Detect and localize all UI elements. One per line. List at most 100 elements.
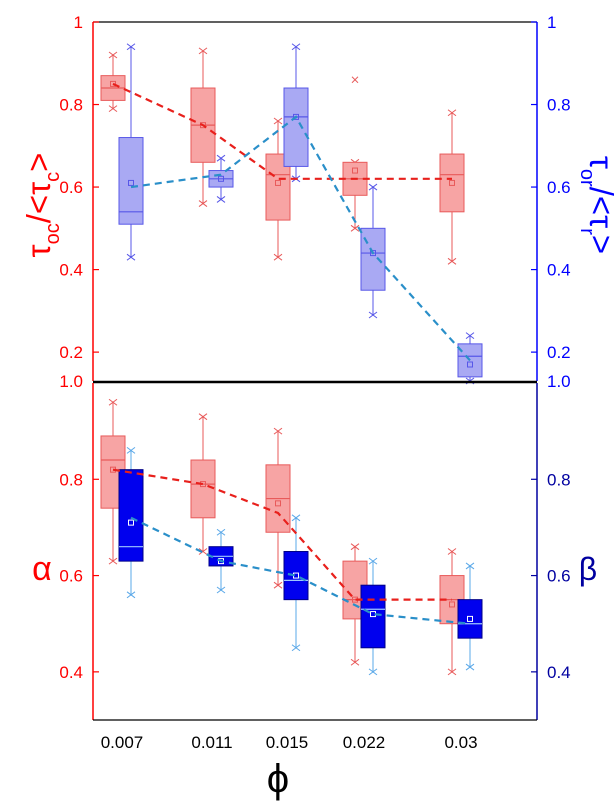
box-body [118, 469, 144, 562]
top-left-axis-ticks: 0.2 0.4 0.6 0.8 1 1.0 [59, 13, 99, 391]
whisker-cap [198, 413, 208, 421]
right-trend-line [130, 516, 471, 625]
whisker-cap [350, 658, 360, 666]
mean-marker [128, 179, 134, 186]
whisker-cap [447, 257, 457, 265]
top-panel: 0.2 0.4 0.6 0.8 1 1.0 0.2 0.4 0.6 0.8 1 1.0 τoc/<τ… [20, 13, 615, 391]
box-body [439, 153, 465, 213]
whisker-cap [126, 591, 136, 599]
mean-marker [293, 113, 299, 120]
whisker-cap [447, 668, 457, 676]
right-trend-line [130, 115, 471, 362]
mean-marker [275, 500, 281, 507]
left-box-4 [439, 109, 465, 265]
bottom-right-axis-ticks: 0.4 0.6 0.8 [531, 470, 571, 682]
right-box-2 [283, 43, 309, 183]
bottom-left-axis-label: α [32, 550, 52, 588]
whisker-cap [291, 43, 301, 51]
top-trend-lines [112, 82, 471, 362]
y_left-tick-label: 1 [74, 13, 83, 32]
x-tick-label: 0.015 [266, 733, 309, 752]
whisker-cap [465, 332, 475, 340]
box-body [190, 459, 216, 519]
whisker-cap [216, 528, 226, 536]
right-box-0 [118, 43, 144, 261]
whisker-cap [350, 543, 360, 551]
whisker-cap [368, 668, 378, 676]
box-body [457, 599, 483, 639]
whisker-cap [216, 586, 226, 594]
y_right-tick-label: 0.8 [547, 470, 571, 489]
box-body [283, 551, 309, 601]
y_right-tick-label: 0.8 [547, 96, 571, 115]
bottom-box-series [100, 398, 483, 676]
bottom-right-axis-label: β [579, 551, 597, 587]
y_left-tick-label: 0.4 [59, 261, 83, 280]
y_left-tick-label: 0.8 [59, 96, 83, 115]
y_right-tick-label: 0.4 [547, 663, 571, 682]
whisker-cap [216, 196, 226, 203]
y_right-bottom-tick-label: 1.0 [547, 372, 571, 391]
box-body [283, 87, 309, 167]
whisker-cap [126, 446, 136, 454]
right-box-1 [208, 528, 234, 594]
mean-marker [467, 361, 473, 368]
whisker-cap [273, 117, 283, 125]
right-box-3 [360, 183, 386, 319]
bottom-left-axis-ticks: 0.4 0.6 0.8 [59, 470, 99, 682]
x-tick-label: 0.007 [101, 733, 144, 752]
mean-marker [370, 250, 376, 257]
left-box-0 [100, 51, 126, 113]
top-left-axis-label: τoc/<τc> [20, 153, 64, 258]
whisker-cap [273, 427, 283, 435]
whisker-cap [368, 183, 378, 191]
x-axis-label: ϕ [267, 757, 289, 801]
whisker-cap [273, 253, 283, 261]
y_left-tick-label: 0.4 [59, 663, 83, 682]
whisker-cap [291, 514, 301, 522]
left-trend-line [112, 82, 452, 180]
mean-marker [449, 601, 455, 608]
mean-marker [352, 167, 358, 174]
whisker-cap [108, 398, 118, 406]
right-box-3 [360, 557, 386, 676]
whisker-cap [368, 557, 378, 565]
x-tick-label: 0.03 [444, 733, 477, 752]
whisker-cap [465, 663, 475, 671]
whisker-cap [447, 548, 457, 555]
y_right-tick-label: 0.6 [547, 178, 571, 197]
whisker-cap [108, 51, 118, 59]
y_right-tick-label: 0.4 [547, 261, 571, 280]
y_right-tick-label: 0.2 [547, 343, 571, 362]
right-box-4 [457, 332, 483, 385]
whisker-cap [126, 43, 136, 51]
whisker-cap [198, 47, 208, 55]
bottom-panel: 0.4 0.6 0.8 0.4 0.6 0.8 0.007 0.011 0.015 0.022… [32, 383, 597, 801]
x-tick-label: 0.011 [191, 733, 232, 752]
right-box-4 [457, 562, 483, 671]
y_left-tick-label: 0.6 [59, 567, 83, 586]
whisker-cap [350, 224, 360, 232]
top-box-series [100, 43, 483, 385]
y_left-tick-label: 0.6 [59, 178, 83, 197]
right-box-2 [283, 514, 309, 652]
y_left-tick-label: 0.8 [59, 470, 83, 489]
mean-marker [128, 519, 134, 526]
whisker-cap [108, 105, 118, 113]
whisker-cap [447, 109, 457, 117]
outlier-marker [351, 76, 359, 84]
y_right-tick-label: 0.6 [547, 567, 571, 586]
y_left-tick-label: 0.2 [59, 343, 83, 362]
whisker-cap [465, 562, 475, 570]
left-box-1 [190, 413, 216, 555]
whisker-cap [126, 253, 136, 261]
left-trend-line [112, 468, 452, 601]
mean-marker [218, 175, 224, 182]
mean-marker [275, 179, 281, 186]
whisker-cap [198, 200, 208, 207]
whisker-cap [198, 548, 208, 555]
x-axis-ticks: 0.007 0.011 0.015 0.022 0.03 [101, 733, 478, 752]
whisker-cap [368, 311, 378, 319]
top-right-axis-label: τor/<τr> [576, 156, 615, 254]
